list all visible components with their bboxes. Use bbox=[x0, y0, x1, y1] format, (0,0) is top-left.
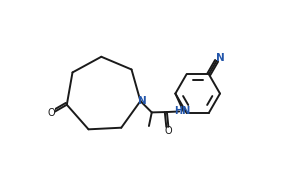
Text: O: O bbox=[47, 108, 55, 118]
Text: N: N bbox=[138, 96, 146, 106]
Text: N: N bbox=[216, 53, 224, 63]
Text: O: O bbox=[164, 126, 172, 136]
Text: HN: HN bbox=[174, 106, 190, 116]
